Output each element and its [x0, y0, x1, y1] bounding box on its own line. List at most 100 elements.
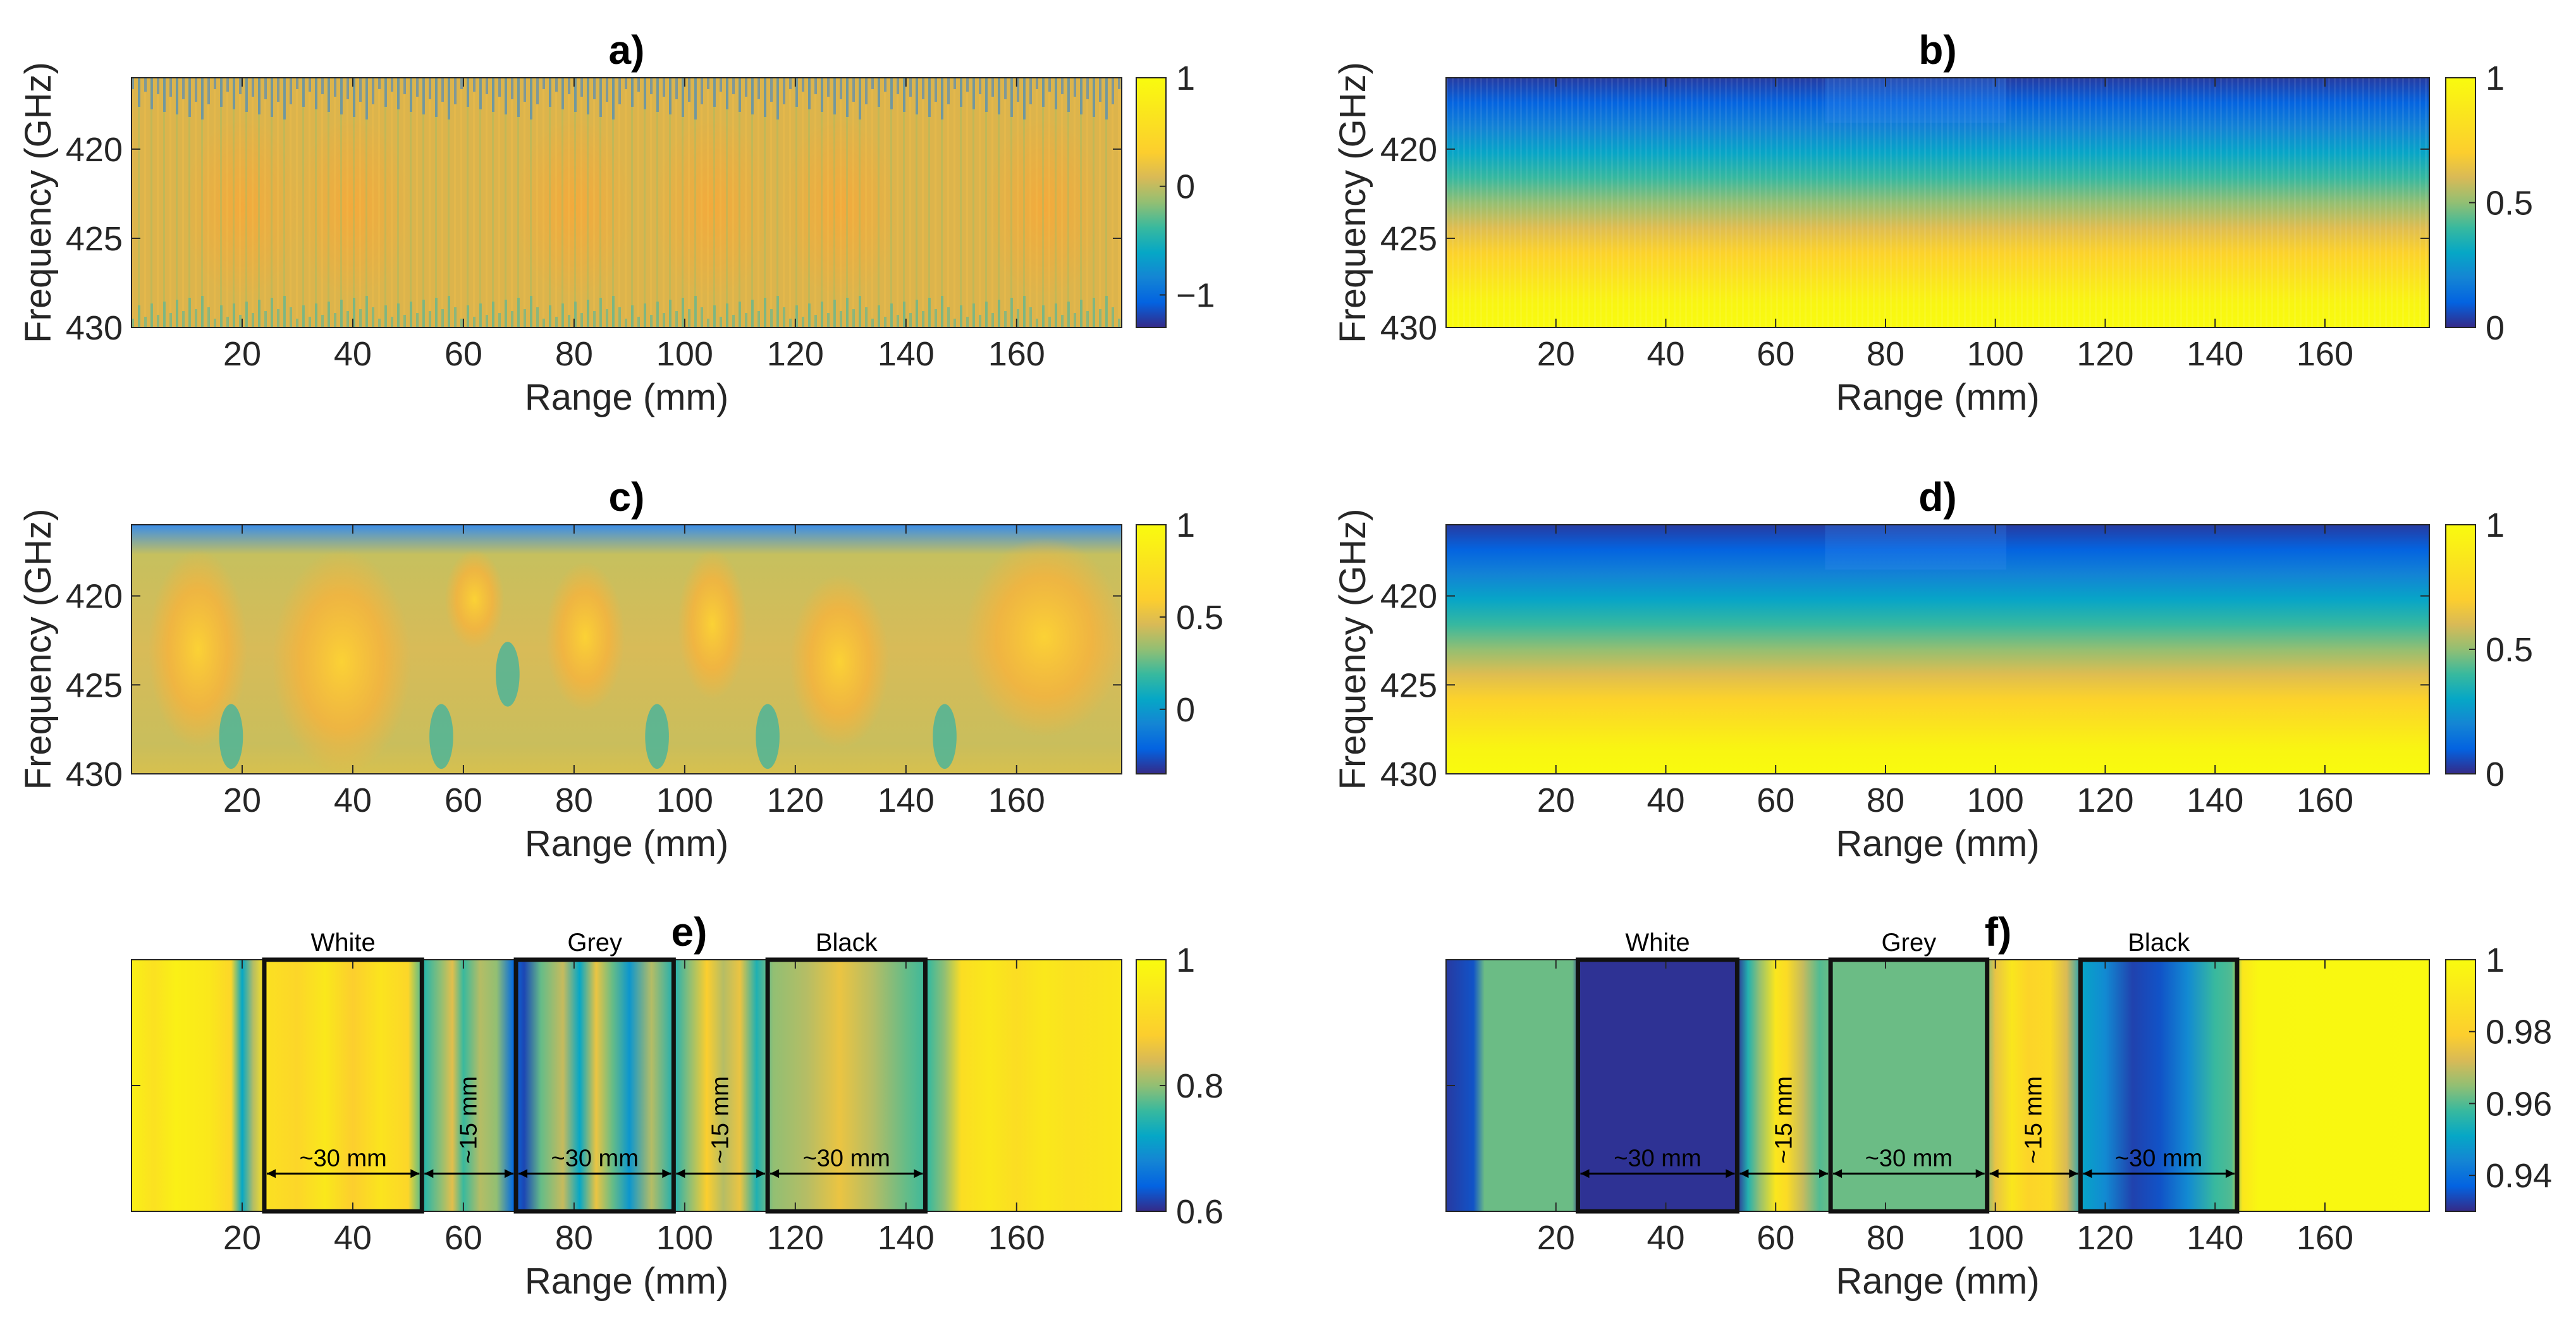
fringe-line	[751, 78, 753, 327]
x-tick-label: 160	[2297, 781, 2353, 819]
x-tick-label: 120	[767, 335, 824, 373]
fringe-edge	[391, 78, 393, 92]
fringe-line	[2209, 78, 2211, 327]
x-axis-label: Range (mm)	[1836, 377, 2039, 418]
y-tick-label: 425	[66, 220, 123, 258]
fringe-line	[1571, 78, 1573, 327]
region-box-grey	[1828, 957, 1990, 1214]
fringe-edge	[663, 313, 665, 327]
fringe-line	[852, 78, 854, 327]
y-tick-label: 430	[1380, 756, 1437, 793]
fringe-line	[568, 78, 570, 327]
fringe-edge	[954, 78, 956, 89]
x-tick-label: 160	[988, 781, 1045, 819]
low-blob	[219, 704, 243, 769]
fringe-line	[1719, 78, 1721, 327]
fringe-line	[422, 78, 424, 327]
plot-area-d	[1446, 525, 2429, 774]
fringe-line	[283, 78, 285, 327]
fringe-line	[2186, 78, 2188, 327]
fringe-line	[1714, 78, 1715, 327]
fringe-line	[795, 78, 797, 327]
fringe-line	[150, 78, 152, 327]
panel-f: f) 20 40 60 80 100 120 140 160 Range (mm) White Gre…	[1445, 909, 2552, 1302]
fringe-edge	[713, 305, 716, 327]
fringe-edge	[878, 305, 880, 327]
arrow-head-left	[1580, 1169, 1590, 1178]
fringe-line	[2408, 78, 2410, 327]
arrow-head-left	[1833, 1169, 1843, 1178]
fringe-edge	[195, 309, 197, 327]
fringe-edge	[833, 300, 836, 327]
fringe-edge	[599, 298, 602, 327]
fringe-line	[669, 78, 671, 327]
plot-area-c	[132, 525, 1122, 774]
fringe-edge	[422, 300, 425, 327]
fringe-edge	[182, 78, 185, 99]
fringe-edge	[549, 78, 551, 107]
fringe-line	[1560, 78, 1562, 327]
y-tick-label: 425	[66, 666, 123, 704]
fringe-line	[391, 78, 393, 327]
fringe-edge	[751, 78, 754, 114]
fringe-edge	[644, 78, 646, 109]
fringe-edge	[347, 78, 349, 99]
fringe-line	[1679, 78, 1681, 327]
fringe-edge	[132, 78, 134, 89]
fringe-line	[555, 78, 557, 327]
fringe-line	[2095, 78, 2097, 327]
fringe-line	[656, 78, 658, 327]
x-tick-label: 160	[2297, 1219, 2353, 1257]
fringe-edge	[258, 78, 261, 114]
fringe-line	[201, 78, 203, 327]
fringe-edge	[277, 78, 279, 102]
fringe-line	[1753, 78, 1755, 327]
fringe-line	[492, 78, 494, 327]
fringe-line	[606, 78, 608, 327]
fringe-edge	[599, 78, 602, 117]
fringe-edge	[157, 78, 159, 94]
fringe-edge	[1118, 319, 1120, 327]
fringe-line	[1731, 78, 1733, 327]
fringe-line	[2379, 78, 2381, 327]
fringe-edge	[384, 78, 387, 107]
arrow-head-left	[424, 1169, 434, 1178]
fringe-edge	[233, 78, 235, 109]
fringe-line	[1029, 78, 1031, 327]
fringe-line	[353, 78, 355, 327]
dimension-label: ~15 mm	[456, 1076, 482, 1163]
fringe-edge	[144, 317, 147, 327]
fringe-edge	[757, 78, 760, 99]
fringe-line	[1080, 78, 1082, 327]
fringe-edge	[1042, 78, 1045, 107]
fringe-line	[1042, 78, 1044, 327]
fringe-line	[448, 78, 450, 327]
fringe-edge	[1004, 311, 1007, 327]
fringe-edge	[530, 296, 532, 327]
fringe-line	[220, 78, 222, 327]
fringe-edge	[840, 311, 842, 327]
y-tick-label: 420	[1380, 131, 1437, 169]
fringe-edge	[580, 78, 583, 97]
fringe-line	[808, 78, 810, 327]
fringe-line	[1782, 78, 1784, 327]
fringe-line	[397, 78, 399, 327]
arrow-head-left	[1739, 1169, 1749, 1178]
fringe-edge	[372, 78, 374, 104]
fringe-edge	[985, 78, 988, 112]
fringe-edge	[188, 78, 191, 117]
fringe-edge	[416, 78, 419, 97]
region-label-black: Black	[816, 929, 878, 957]
x-tick-label: 100	[1967, 781, 2024, 819]
fringe-line	[384, 78, 386, 327]
fringe-edge	[441, 309, 444, 327]
fringe-line	[2009, 78, 2011, 327]
colorbar-tick-label: 1	[1176, 506, 1195, 544]
fringe-line	[840, 78, 842, 327]
fringe-edge	[1067, 78, 1070, 112]
fringe-edge	[176, 78, 178, 114]
fringe-line	[1816, 78, 1818, 327]
fringe-edge	[568, 315, 570, 327]
fringe-edge	[410, 78, 412, 112]
fringe-line	[1566, 78, 1567, 327]
